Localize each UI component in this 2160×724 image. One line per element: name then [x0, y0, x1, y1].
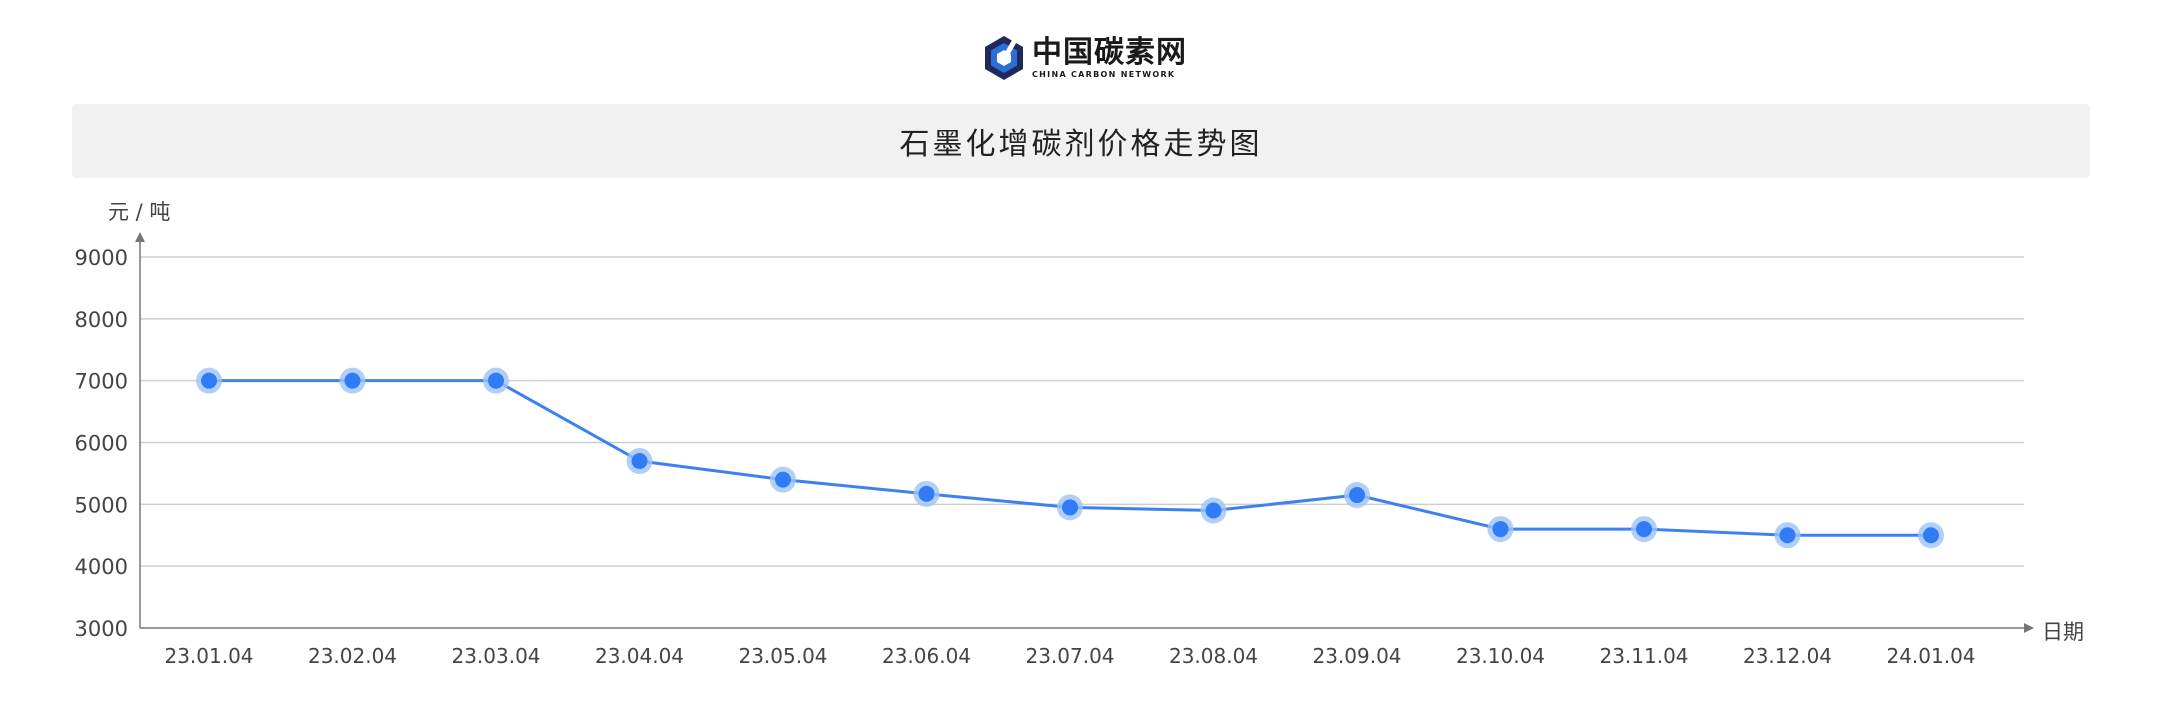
chart-title: 石墨化增碳剂价格走势图	[899, 127, 1263, 162]
x-tick-label: 23.09.04	[1312, 644, 1401, 668]
data-point	[488, 372, 504, 389]
y-tick-label: 7000	[75, 370, 128, 394]
x-tick-label: 23.03.04	[451, 644, 540, 668]
y-axis-arrow	[135, 232, 145, 242]
x-tick-label: 23.07.04	[1025, 644, 1114, 668]
data-point	[1492, 521, 1509, 538]
y-tick-label: 8000	[75, 308, 128, 332]
data-point	[344, 372, 361, 389]
x-tick-label: 23.10.04	[1456, 644, 1545, 668]
data-point	[201, 372, 217, 389]
x-axis-label: 日期	[2042, 620, 2084, 644]
logo-name: 中国碳素网	[1032, 34, 1187, 70]
data-point	[775, 471, 791, 488]
x-axis-arrow	[2024, 623, 2034, 633]
x-tick-label: 23.01.04	[164, 644, 253, 668]
data-point	[1779, 527, 1796, 544]
data-point	[1062, 499, 1078, 516]
y-tick-label: 5000	[75, 493, 128, 517]
x-tick-label: 23.06.04	[882, 644, 971, 668]
data-point	[1205, 502, 1222, 519]
site-logo[interactable]: 中国碳素网 CHINA CARBON NETWORK	[982, 32, 1187, 84]
x-tick-label: 24.01.04	[1886, 644, 1975, 668]
y-tick-label: 9000	[75, 246, 128, 270]
data-point	[631, 453, 648, 470]
x-tick-label: 23.02.04	[308, 644, 397, 668]
y-tick-label: 4000	[75, 555, 128, 579]
x-tick-label: 23.12.04	[1743, 644, 1832, 668]
y-tick-label: 6000	[75, 432, 128, 456]
logo-subtitle: CHINA CARBON NETWORK	[1032, 69, 1176, 79]
hexagon-logo-icon	[985, 36, 1023, 80]
x-tick-label: 23.08.04	[1169, 644, 1258, 668]
x-tick-label: 23.05.04	[738, 644, 827, 668]
chart-title-band: 石墨化增碳剂价格走势图	[72, 104, 2090, 178]
y-axis-label: 元 / 吨	[108, 200, 171, 224]
data-point	[1636, 521, 1652, 538]
data-point	[1349, 487, 1365, 504]
y-tick-label: 3000	[75, 617, 128, 641]
data-point	[918, 485, 935, 502]
x-tick-label: 23.11.04	[1599, 644, 1688, 668]
data-point	[1923, 527, 1939, 544]
x-tick-label: 23.04.04	[595, 644, 684, 668]
